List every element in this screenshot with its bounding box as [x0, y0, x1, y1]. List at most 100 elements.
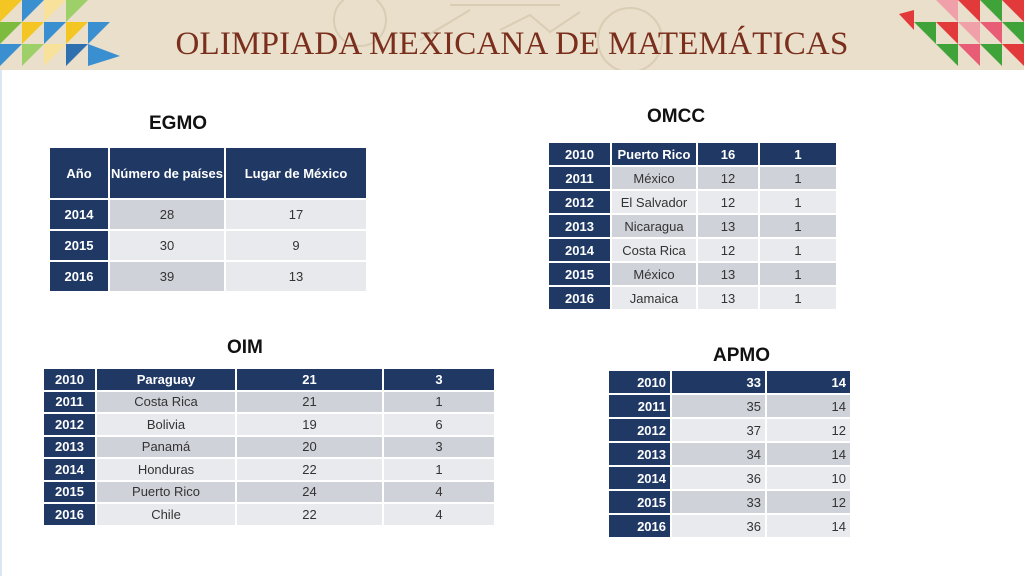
year-cell: 2015 [44, 481, 95, 502]
host-cell: Honduras [97, 459, 235, 480]
table-row: 2016 Chile 22 4 [44, 504, 494, 525]
mexico-place-cell: 1 [384, 459, 494, 480]
countries-cell: 39 [110, 262, 224, 291]
column-header: Lugar de México [226, 148, 366, 198]
host-cell: México [612, 263, 696, 285]
left-edge-rule [0, 70, 2, 576]
year-cell: 2010 [44, 369, 95, 390]
mexico-place-cell: 13 [226, 262, 366, 291]
countries-cell: 33 [672, 491, 765, 513]
mexico-place-cell: 17 [226, 200, 366, 229]
oim-table: 2010 Paraguay 21 3 2011 Costa Rica 21 1 … [42, 367, 496, 527]
countries-cell: 16 [698, 143, 758, 165]
countries-cell: 12 [698, 191, 758, 213]
host-cell: Chile [97, 504, 235, 525]
egmo-table: Año Número de países Lugar de México 201… [48, 146, 368, 293]
table-row: 2012 37 12 [609, 419, 850, 441]
year-cell: 2012 [44, 414, 95, 435]
year-cell: 2016 [50, 262, 108, 291]
mexico-place-cell: 1 [760, 263, 836, 285]
mexico-place-cell: 14 [767, 515, 850, 537]
host-cell: Puerto Rico [612, 143, 696, 165]
year-cell: 2015 [549, 263, 610, 285]
countries-cell: 36 [672, 515, 765, 537]
host-cell: México [612, 167, 696, 189]
table-row: 2014 Costa Rica 12 1 [549, 239, 836, 261]
table-row: 2016 36 14 [609, 515, 850, 537]
countries-cell: 12 [698, 239, 758, 261]
table-row: 2016 39 13 [50, 262, 366, 291]
year-cell: 2012 [549, 191, 610, 213]
countries-cell: 33 [672, 371, 765, 393]
table-row: 2015 Puerto Rico 24 4 [44, 481, 494, 502]
header-banner: OLIMPIADA MEXICANA DE MATEMÁTICAS [0, 0, 1024, 70]
table-row: 2015 México 13 1 [549, 263, 836, 285]
omcc-table: 2010 Puerto Rico 16 1 2011 México 12 1 2… [547, 141, 838, 311]
mexico-place-cell: 4 [384, 504, 494, 525]
host-cell: El Salvador [612, 191, 696, 213]
mexico-place-cell: 9 [226, 231, 366, 260]
countries-cell: 36 [672, 467, 765, 489]
countries-cell: 21 [237, 369, 382, 390]
year-cell: 2015 [609, 491, 670, 513]
table-row: 2015 33 12 [609, 491, 850, 513]
countries-cell: 19 [237, 414, 382, 435]
year-cell: 2015 [50, 231, 108, 260]
countries-cell: 28 [110, 200, 224, 229]
year-cell: 2010 [609, 371, 670, 393]
countries-cell: 30 [110, 231, 224, 260]
year-cell: 2016 [44, 504, 95, 525]
countries-cell: 13 [698, 263, 758, 285]
table-header-row: Año Número de países Lugar de México [50, 148, 366, 198]
table-row: 2013 Nicaragua 13 1 [549, 215, 836, 237]
decorative-pattern-left [0, 0, 120, 66]
countries-cell: 22 [237, 459, 382, 480]
year-cell: 2011 [549, 167, 610, 189]
mexico-place-cell: 12 [767, 419, 850, 441]
year-cell: 2013 [44, 436, 95, 457]
mexico-place-cell: 10 [767, 467, 850, 489]
mexico-place-cell: 1 [384, 391, 494, 412]
host-cell: Costa Rica [612, 239, 696, 261]
table-row: 2011 35 14 [609, 395, 850, 417]
mexico-place-cell: 12 [767, 491, 850, 513]
year-cell: 2016 [609, 515, 670, 537]
host-cell: Puerto Rico [97, 481, 235, 502]
table-row: 2012 El Salvador 12 1 [549, 191, 836, 213]
decorative-pattern-right [899, 0, 1024, 66]
countries-cell: 24 [237, 481, 382, 502]
page-title: OLIMPIADA MEXICANA DE MATEMÁTICAS [175, 26, 849, 62]
mexico-place-cell: 3 [384, 436, 494, 457]
column-header: Año [50, 148, 108, 198]
countries-cell: 35 [672, 395, 765, 417]
table-row: 2016 Jamaica 13 1 [549, 287, 836, 309]
countries-cell: 22 [237, 504, 382, 525]
host-cell: Costa Rica [97, 391, 235, 412]
host-cell: Panamá [97, 436, 235, 457]
mexico-place-cell: 3 [384, 369, 494, 390]
mexico-place-cell: 14 [767, 443, 850, 465]
year-cell: 2011 [609, 395, 670, 417]
countries-cell: 21 [237, 391, 382, 412]
mexico-place-cell: 1 [760, 215, 836, 237]
countries-cell: 13 [698, 215, 758, 237]
year-cell: 2013 [549, 215, 610, 237]
year-cell: 2014 [549, 239, 610, 261]
year-cell: 2014 [50, 200, 108, 229]
table-row: 2010 Puerto Rico 16 1 [549, 143, 836, 165]
mexico-place-cell: 1 [760, 167, 836, 189]
table-row: 2011 México 12 1 [549, 167, 836, 189]
year-cell: 2014 [609, 467, 670, 489]
table-row: 2010 Paraguay 21 3 [44, 369, 494, 390]
table-row: 2014 28 17 [50, 200, 366, 229]
table-row: 2014 Honduras 22 1 [44, 459, 494, 480]
countries-cell: 12 [698, 167, 758, 189]
countries-cell: 37 [672, 419, 765, 441]
countries-cell: 20 [237, 436, 382, 457]
table-row: 2013 Panamá 20 3 [44, 436, 494, 457]
math-doodles [333, 0, 663, 70]
omcc-title: OMCC [647, 106, 706, 127]
table-row: 2010 33 14 [609, 371, 850, 393]
column-header: Número de países [110, 148, 224, 198]
table-row: 2013 34 14 [609, 443, 850, 465]
